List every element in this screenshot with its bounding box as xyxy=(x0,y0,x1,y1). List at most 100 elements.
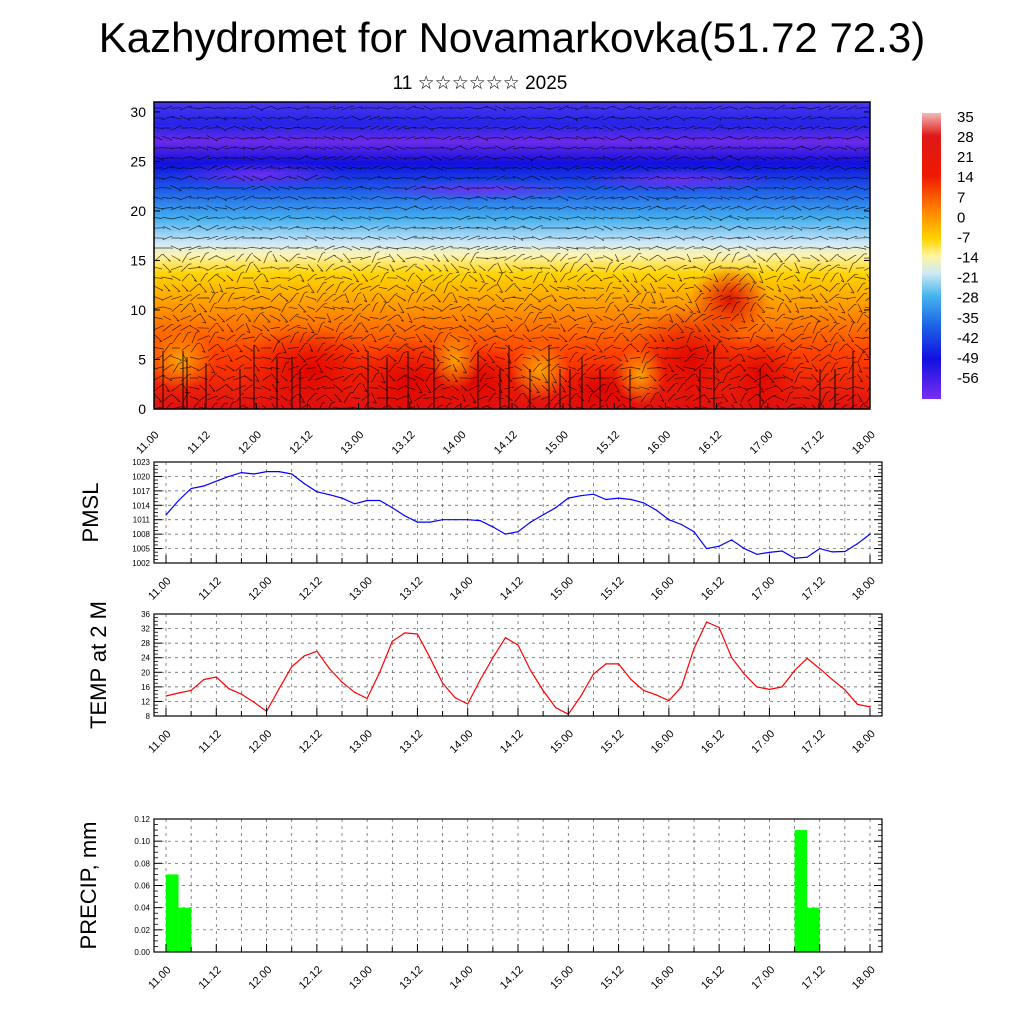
data-point xyxy=(819,668,821,670)
x-tick-label: 11.12 xyxy=(196,575,223,602)
data-point xyxy=(291,666,293,668)
y-tick-label: 0.04 xyxy=(134,904,150,913)
x-tick-label: 16.00 xyxy=(649,728,677,756)
data-point xyxy=(303,655,305,657)
x-tick-label: 16.00 xyxy=(645,429,673,457)
y-tick-label: 0.00 xyxy=(134,948,150,957)
data-point xyxy=(630,679,632,681)
x-tick-label: 16.12 xyxy=(696,429,724,457)
data-point xyxy=(240,472,242,474)
colorbar-label: -42 xyxy=(957,330,979,347)
data-point xyxy=(756,553,758,555)
precip-bar xyxy=(807,907,820,952)
x-tick-label: 17.00 xyxy=(749,575,777,603)
x-tick-label: 15.12 xyxy=(598,964,626,992)
data-point xyxy=(165,514,167,516)
data-point xyxy=(680,686,683,688)
grid xyxy=(154,461,882,564)
data-point xyxy=(379,499,381,502)
data-point xyxy=(379,671,381,673)
data-point xyxy=(391,507,393,509)
data-point xyxy=(190,487,192,490)
data-point xyxy=(253,701,255,703)
hot-region xyxy=(690,265,770,335)
colorbar-label: 7 xyxy=(957,189,965,206)
data-point xyxy=(718,545,720,547)
data-point xyxy=(768,688,771,691)
chart-title: Kazhydromet for Novamarkovka(51.72 72.3) xyxy=(98,14,926,61)
cross-section-panel: 0 5 10 15 20 25 30 11.00 11.12 12.00 12.12 13.00 13.… xyxy=(130,101,878,457)
colorbar-label: -21 xyxy=(957,270,979,287)
data-point xyxy=(643,689,645,692)
data-point xyxy=(341,497,343,499)
x-tick-label: 11.12 xyxy=(196,964,223,991)
x-tick-label: 11.12 xyxy=(185,429,212,456)
data-point xyxy=(655,694,657,696)
y-tick-label: 10 xyxy=(130,302,146,318)
x-tick-label: 17.00 xyxy=(748,429,776,457)
x-tick-label: 11.00 xyxy=(134,429,161,456)
x-tick-label: 14.12 xyxy=(498,728,526,756)
data-point xyxy=(253,473,255,475)
data-point xyxy=(806,657,808,660)
colorbar-label: -49 xyxy=(957,350,979,367)
data-point xyxy=(530,669,532,672)
y-axis-label: TEMP at 2 M xyxy=(86,601,111,729)
data-point xyxy=(442,519,444,521)
x-tick-label: 16.00 xyxy=(649,964,677,992)
data-point xyxy=(165,695,167,697)
y-tick-label: 1002 xyxy=(132,559,150,568)
data-point xyxy=(555,707,557,709)
y-tick-label: 0.12 xyxy=(134,815,150,824)
data-point xyxy=(794,669,796,672)
data-point xyxy=(655,509,657,511)
x-tick-label: 12.12 xyxy=(287,429,315,457)
data-point xyxy=(731,539,733,541)
data-point xyxy=(693,648,695,650)
y-tick-label: 12 xyxy=(141,697,150,706)
data-point xyxy=(479,679,481,681)
data-point xyxy=(844,689,846,691)
data-point xyxy=(354,691,356,693)
y-tick-label: 0.10 xyxy=(134,837,150,846)
data-point xyxy=(856,703,859,705)
x-tick-label: 14.00 xyxy=(448,728,476,756)
y-tick-label: 20 xyxy=(130,203,146,219)
data-point xyxy=(228,688,230,690)
data-point xyxy=(643,502,645,504)
data-point xyxy=(756,686,758,688)
x-tick-label: 17.12 xyxy=(800,575,828,603)
x-tick-label: 11.00 xyxy=(146,575,173,602)
colorbar-label: 14 xyxy=(957,169,974,186)
colorbar-label: -56 xyxy=(957,370,979,387)
data-point xyxy=(831,551,833,553)
data-point xyxy=(718,626,720,629)
data-point xyxy=(580,495,582,497)
y-tick-label: 1008 xyxy=(132,530,150,539)
y-tick-label: 1023 xyxy=(132,458,150,467)
data-point xyxy=(869,533,871,535)
data-point xyxy=(605,663,607,665)
x-tick-label: 17.00 xyxy=(749,964,777,992)
data-point xyxy=(404,515,406,517)
data-point xyxy=(190,689,192,692)
data-point xyxy=(555,507,557,509)
precip-bar xyxy=(794,830,808,952)
y-tick-label: 25 xyxy=(130,153,146,169)
y-tick-label: 24 xyxy=(141,654,150,663)
data-point xyxy=(668,700,670,702)
y-tick-label: 0.08 xyxy=(134,859,150,868)
pmsl-panel: 1002 1005 1008 1011 1014 1017 1020 1023 11.00 11.… xyxy=(78,458,883,603)
colorbar-label: 35 xyxy=(957,109,974,126)
data-point xyxy=(542,514,544,516)
x-tick-label: 11.00 xyxy=(146,964,173,991)
precip-bar xyxy=(178,907,192,952)
x-tick-label: 15.00 xyxy=(548,964,576,992)
cold-region xyxy=(170,161,350,189)
x-tick-label: 13.00 xyxy=(347,964,375,992)
x-tick-label: 13.12 xyxy=(397,964,425,992)
data-point xyxy=(203,485,205,487)
x-tick-label: 17.12 xyxy=(799,429,827,457)
x-tick-label: 11.12 xyxy=(196,728,223,755)
